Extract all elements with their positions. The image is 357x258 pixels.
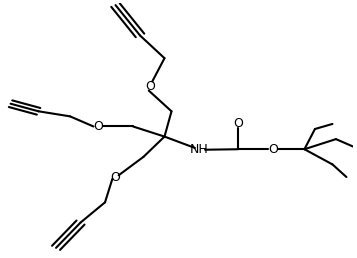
Text: O: O	[268, 143, 278, 156]
Text: O: O	[111, 171, 120, 183]
Text: O: O	[233, 117, 243, 131]
Text: O: O	[93, 120, 103, 133]
Text: NH: NH	[190, 143, 209, 156]
Text: O: O	[146, 79, 155, 93]
